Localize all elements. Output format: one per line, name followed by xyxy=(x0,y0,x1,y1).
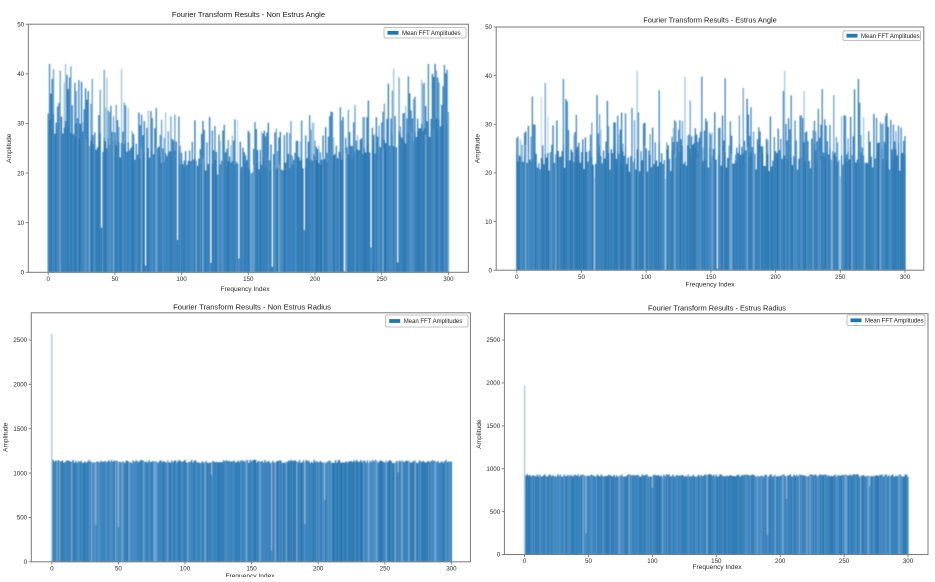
svg-text:300: 300 xyxy=(443,276,454,283)
svg-text:200: 200 xyxy=(770,274,781,281)
svg-text:2000: 2000 xyxy=(13,382,27,389)
svg-text:10: 10 xyxy=(17,220,24,227)
svg-text:10: 10 xyxy=(485,219,492,226)
svg-text:0: 0 xyxy=(46,276,50,283)
svg-text:150: 150 xyxy=(243,276,254,283)
svg-text:150: 150 xyxy=(706,274,717,281)
svg-text:50: 50 xyxy=(585,558,592,565)
svg-text:250: 250 xyxy=(380,565,391,572)
svg-text:Amplitude: Amplitude xyxy=(3,422,10,452)
svg-text:0: 0 xyxy=(489,267,493,274)
svg-text:300: 300 xyxy=(903,558,914,565)
svg-text:500: 500 xyxy=(490,509,501,516)
svg-text:Fourier Transform Results - Es: Fourier Transform Results - Estrus Angle xyxy=(643,16,777,25)
svg-text:200: 200 xyxy=(310,276,321,283)
svg-text:Amplitude: Amplitude xyxy=(6,133,13,163)
svg-text:200: 200 xyxy=(313,565,324,572)
svg-text:50: 50 xyxy=(115,565,122,572)
svg-text:1500: 1500 xyxy=(486,423,500,430)
svg-text:Amplitude: Amplitude xyxy=(476,419,483,449)
svg-text:1000: 1000 xyxy=(13,470,27,477)
svg-text:250: 250 xyxy=(835,274,846,281)
svg-text:100: 100 xyxy=(641,274,652,281)
svg-text:20: 20 xyxy=(17,170,24,177)
svg-text:30: 30 xyxy=(485,121,492,128)
svg-text:100: 100 xyxy=(647,558,658,565)
svg-text:40: 40 xyxy=(17,71,24,78)
svg-text:2000: 2000 xyxy=(486,380,500,387)
svg-text:150: 150 xyxy=(711,558,722,565)
svg-text:300: 300 xyxy=(446,565,457,572)
svg-text:Fourier Transform Results - No: Fourier Transform Results - Non Estrus R… xyxy=(173,303,331,312)
svg-text:Frequency Index: Frequency Index xyxy=(220,286,270,293)
svg-text:0: 0 xyxy=(50,565,54,572)
svg-text:Frequency Index: Frequency Index xyxy=(692,564,742,571)
svg-text:Fourier Transform Results - No: Fourier Transform Results - Non Estrus A… xyxy=(172,10,325,19)
svg-text:0: 0 xyxy=(497,552,501,559)
svg-text:50: 50 xyxy=(485,24,492,31)
svg-text:0: 0 xyxy=(21,270,25,277)
svg-text:30: 30 xyxy=(17,121,24,128)
svg-text:0: 0 xyxy=(523,558,527,565)
svg-text:0: 0 xyxy=(24,559,28,566)
svg-text:Mean FFT Amplitudes: Mean FFT Amplitudes xyxy=(861,34,920,40)
svg-text:2500: 2500 xyxy=(13,337,27,344)
svg-text:Mean FFT Amplitudes: Mean FFT Amplitudes xyxy=(404,319,463,325)
svg-text:2500: 2500 xyxy=(486,337,500,344)
svg-text:Frequency Index: Frequency Index xyxy=(685,281,735,288)
svg-text:200: 200 xyxy=(775,558,786,565)
svg-text:500: 500 xyxy=(17,515,28,522)
svg-text:300: 300 xyxy=(900,274,911,281)
svg-text:Mean FFT Amplitudes: Mean FFT Amplitudes xyxy=(402,31,461,37)
svg-text:Mean FFT Amplitudes: Mean FFT Amplitudes xyxy=(865,318,924,324)
svg-text:100: 100 xyxy=(176,276,187,283)
svg-text:40: 40 xyxy=(485,73,492,80)
svg-text:50: 50 xyxy=(111,276,118,283)
svg-text:150: 150 xyxy=(246,565,257,572)
svg-text:0: 0 xyxy=(515,274,519,281)
svg-text:1500: 1500 xyxy=(13,426,27,433)
svg-text:50: 50 xyxy=(17,21,24,28)
svg-text:1000: 1000 xyxy=(486,466,500,473)
svg-text:20: 20 xyxy=(485,170,492,177)
svg-text:50: 50 xyxy=(578,274,585,281)
svg-text:250: 250 xyxy=(839,558,850,565)
svg-text:Amplitude: Amplitude xyxy=(475,134,482,164)
svg-text:Frequency Index: Frequency Index xyxy=(225,573,275,577)
svg-text:Fourier Transform Results - Es: Fourier Transform Results - Estrus Radiu… xyxy=(648,304,786,313)
svg-text:100: 100 xyxy=(180,565,191,572)
svg-text:250: 250 xyxy=(377,276,388,283)
